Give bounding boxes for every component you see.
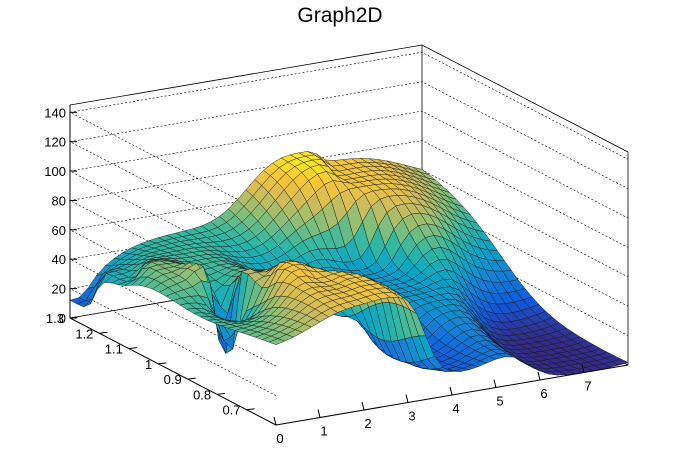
z-tick-label: 0 — [59, 311, 66, 326]
x-tick-label: 0 — [276, 431, 283, 446]
x-tick-label: 2 — [364, 416, 371, 431]
y-tick-mark — [99, 331, 108, 334]
x-tick-mark — [405, 394, 409, 403]
x-tick-label: 5 — [496, 394, 503, 409]
x-tick-label: 6 — [540, 386, 547, 401]
z-tick-label: 20 — [52, 282, 66, 297]
y-tick-mark — [246, 408, 255, 411]
surface-cell — [612, 358, 629, 366]
z-gridline — [69, 198, 629, 367]
y-tick-mark — [187, 377, 196, 380]
x-tick-label: 1 — [320, 424, 327, 439]
z-tick-label: 140 — [44, 105, 66, 120]
z-tick-label: 60 — [52, 223, 66, 238]
z-gridline — [69, 110, 629, 279]
y-axis-line — [69, 317, 277, 426]
z-tick-label: 80 — [52, 193, 66, 208]
z-tick-label: 100 — [44, 164, 66, 179]
z-tick-label: 120 — [44, 135, 66, 150]
y-tick-label: 1 — [145, 357, 152, 372]
y-tick-label: 1.3 — [46, 311, 64, 326]
chart-title: Graph2D — [297, 4, 382, 27]
y-tick-label: 1.1 — [105, 342, 123, 357]
x-tick-label: 4 — [452, 401, 459, 416]
y-tick-label: 0.7 — [222, 403, 240, 418]
z-gridline — [69, 51, 629, 220]
x-tick-mark — [537, 371, 541, 381]
axes — [69, 105, 629, 426]
x-tick-mark — [581, 364, 585, 373]
y-tick-mark — [217, 392, 226, 395]
surface-mesh — [69, 151, 629, 376]
x-tick-label: 7 — [584, 379, 591, 394]
z-gridline — [69, 228, 629, 396]
x-tick-mark — [493, 379, 497, 388]
y-tick-mark — [158, 362, 167, 365]
x-tick-mark — [449, 386, 453, 396]
x-tick-label: 3 — [408, 409, 415, 424]
x-tick-mark — [317, 409, 321, 418]
x-tick-mark — [361, 401, 365, 411]
y-tick-label: 1.2 — [75, 326, 93, 341]
z-gridline — [69, 81, 629, 249]
y-tick-mark — [128, 347, 137, 350]
z-tick-label: 40 — [52, 252, 66, 267]
y-tick-mark — [69, 316, 79, 319]
y-tick-label: 0.9 — [164, 372, 182, 387]
box-top-edge — [69, 44, 629, 153]
y-tick-label: 0.8 — [193, 387, 211, 402]
x-tick-mark — [273, 416, 277, 426]
